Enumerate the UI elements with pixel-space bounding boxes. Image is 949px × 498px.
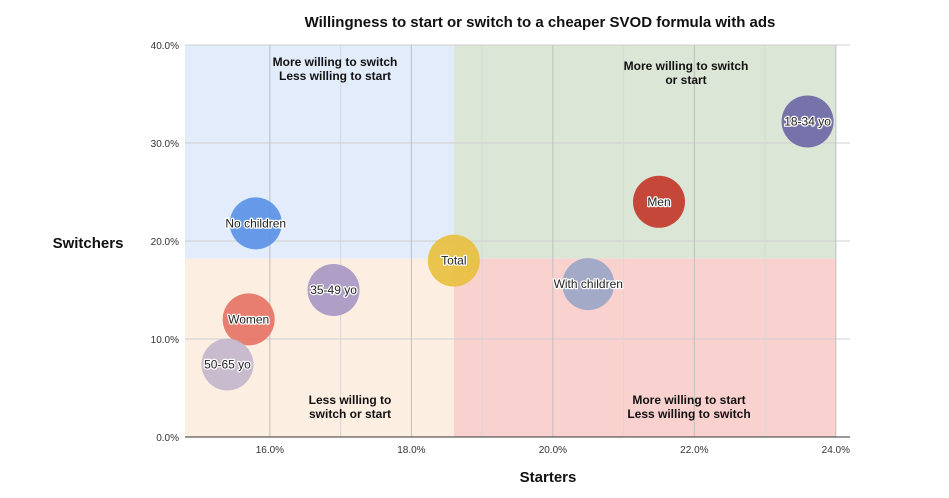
x-axis-title: Starters <box>520 469 577 486</box>
axes: 0.0% 10.0% 20.0% 30.0% 40.0% 16.0% 18.0% 20.0% 2… <box>151 41 850 456</box>
y-axis-title: Switchers <box>53 235 124 252</box>
bubble-circle <box>222 293 275 346</box>
bubble-label: No children <box>225 216 286 230</box>
quadrant-label-top-left: Less willing to start <box>279 69 391 83</box>
bubble-label: 50-65 yo <box>204 357 251 371</box>
quadrant-label-bottom-right: Less willing to switch <box>627 407 750 421</box>
bubble-35-49-yo: 35-49 yo <box>307 264 360 316</box>
x-tick-label: 16.0% <box>256 445 284 456</box>
bubble-label: Total <box>441 254 466 268</box>
bubble-men: Men <box>632 175 685 228</box>
bubble-50-65-yo: 50-65 yo <box>201 338 254 391</box>
bubble-women: Women <box>222 293 275 346</box>
bubble-total: Total <box>427 234 480 287</box>
y-tick-label: 10.0% <box>151 335 179 346</box>
bubble-label: 35-49 yo <box>310 283 357 297</box>
bubble-circle <box>562 258 615 311</box>
quadrant-label-bottom-right: More willing to start <box>632 393 745 407</box>
quadrant-bottom-right <box>453 258 836 437</box>
quadrant-label-bottom-left: switch or start <box>309 407 391 421</box>
bubble-circle <box>201 338 254 391</box>
quadrant-label-top-right: or start <box>665 73 706 87</box>
bubble-circle <box>307 264 360 316</box>
bubble-label: With children <box>554 277 623 291</box>
quadrant-label-top-left: More willing to switch <box>273 55 398 69</box>
bubble-circle <box>781 95 834 148</box>
y-tick-label: 30.0% <box>151 139 179 150</box>
bubble-label: Women <box>228 312 269 326</box>
x-tick-label: 24.0% <box>822 445 850 456</box>
y-tick-label: 40.0% <box>151 41 179 52</box>
quadrant-label-bottom-left: Less willing to <box>309 393 392 407</box>
bubbles: No children Total 35-49 yo Women 50-65 yo Wit… <box>201 95 834 391</box>
x-tick-label: 20.0% <box>539 445 567 456</box>
bubble-circle <box>632 175 685 228</box>
chart-title: Willingness to start or switch to a chea… <box>305 14 776 31</box>
y-tick-label: 20.0% <box>151 237 179 248</box>
bubble-with-children: With children <box>552 258 624 311</box>
quadrant-label-top-right: More willing to switch <box>624 59 749 73</box>
bubble-label: 18-34 yo <box>784 114 831 128</box>
bubble-label: Men <box>647 195 670 209</box>
bubble-no-children: No children <box>224 197 287 250</box>
bubble-circle <box>229 197 282 250</box>
x-tick-label: 18.0% <box>397 445 425 456</box>
bubble-circle <box>427 234 480 287</box>
y-tick-label: 0.0% <box>156 433 179 444</box>
quadrant-backgrounds <box>185 45 836 437</box>
quadrant-top-right <box>453 45 836 259</box>
x-tick-label: 22.0% <box>680 445 708 456</box>
bubble-18-34-yo: 18-34 yo <box>781 95 834 148</box>
